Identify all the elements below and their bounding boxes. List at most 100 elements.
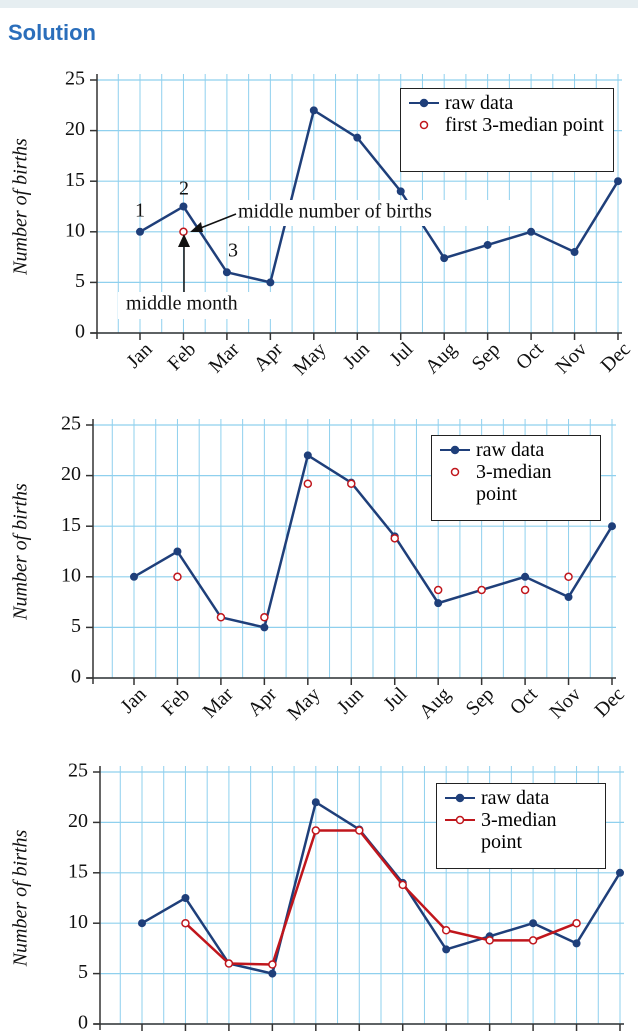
data-point: [303, 451, 312, 460]
x-tick-label: Jul: [379, 683, 411, 715]
data-point: [181, 894, 190, 902]
data-point: [179, 227, 188, 237]
y-tick-label: 15: [68, 860, 88, 882]
data-point: [353, 133, 362, 142]
legend-entry: raw data: [405, 92, 607, 114]
legend-marker: [419, 120, 429, 130]
x-tick-label: May: [289, 338, 330, 379]
annotation: middle number of births: [238, 201, 432, 223]
legend: raw data 3-median point: [431, 435, 601, 521]
legend-swatch: [440, 445, 470, 455]
annotation: 1: [135, 200, 145, 222]
legend-entry: first 3-median point: [405, 114, 607, 136]
data-point: [572, 939, 581, 948]
y-tick-label: 0: [71, 666, 81, 688]
annotation: 2: [179, 178, 189, 200]
legend-swatch: [409, 98, 439, 108]
y-axis-label: Number of births: [10, 483, 32, 621]
legend-swatch: [445, 793, 475, 803]
legend-swatch: [445, 815, 475, 825]
x-tick-label: Apr: [244, 683, 282, 721]
legend-marker: [450, 467, 460, 477]
legend-label: 3-median point: [481, 809, 557, 853]
x-tick-label: Dec: [596, 338, 634, 376]
x-tick-label: Mar: [205, 338, 244, 377]
legend-label: raw data: [476, 439, 545, 461]
legend-marker: [455, 793, 465, 803]
data-point: [311, 826, 321, 835]
legend: raw data 3-median point: [436, 783, 606, 869]
legend-entry: raw data: [436, 439, 594, 461]
x-tick-label: Oct: [506, 683, 542, 719]
data-point: [179, 202, 188, 211]
x-tick-label: Sep: [468, 338, 505, 375]
x-tick-label: Jul: [385, 338, 417, 370]
data-point: [521, 572, 530, 581]
data-point: [528, 936, 538, 945]
annotations: 1 2 3 middle number of births middle mon…: [118, 178, 512, 319]
legend-entry: 3-median point: [436, 461, 594, 505]
data-point: [608, 522, 616, 531]
data-point: [173, 572, 182, 582]
x-tick-label: Aug: [421, 338, 461, 378]
data-point: [440, 254, 449, 263]
series-line: [133, 453, 614, 629]
y-axis-label: Number of births: [10, 829, 32, 967]
data-point: [564, 572, 573, 582]
data-point: [136, 227, 144, 236]
data-point: [260, 613, 269, 622]
y-tick-label: 10: [68, 911, 88, 933]
data-point: [396, 187, 405, 196]
y-tick-label: 20: [68, 810, 88, 832]
annotation-bg: [118, 292, 290, 319]
data-point: [173, 547, 182, 556]
legend-label: raw data: [445, 92, 514, 114]
legend-marker: [450, 445, 460, 455]
y-tick-label: 25: [61, 413, 81, 435]
annotation: 3: [228, 240, 238, 262]
legend-key: [405, 114, 445, 136]
data-point: [224, 959, 234, 968]
data-point: [434, 599, 443, 608]
data-point: [260, 623, 269, 632]
y-tick-label: 25: [65, 68, 85, 90]
legend-key: [441, 809, 481, 831]
legend-swatch: [419, 120, 429, 130]
data-point: [485, 936, 494, 945]
data-point: [529, 919, 538, 928]
y-tick-label: 0: [78, 1012, 88, 1034]
legend-marker: [455, 815, 465, 825]
y-tick-label: 15: [65, 169, 85, 191]
series-line: [184, 829, 578, 966]
x-tick-label: Mar: [199, 683, 238, 722]
legend-label: raw data: [481, 787, 550, 809]
legend-marker: [419, 98, 429, 108]
data-point: [222, 268, 231, 277]
data-point: [268, 969, 277, 978]
annotation-arrow: [197, 213, 237, 230]
series-line: [139, 108, 620, 284]
legend-entry: 3-median point: [441, 809, 599, 853]
x-tick-label: Feb: [157, 683, 194, 720]
annotation-bg: [237, 200, 512, 226]
data-point: [390, 534, 399, 543]
annotation: middle month: [126, 293, 238, 315]
data-point: [564, 593, 573, 602]
data-point: [442, 945, 451, 954]
data-point: [181, 918, 190, 928]
data-point: [527, 227, 536, 236]
data-point: [483, 240, 492, 249]
legend-swatch: [450, 467, 460, 477]
x-tick-label: Dec: [590, 683, 628, 721]
data-point: [347, 479, 356, 488]
data-point: [138, 919, 146, 928]
data-point: [130, 572, 138, 581]
chart: 0 5 10 15 20 25 Number of births: [10, 760, 624, 1034]
data-point: [309, 106, 318, 115]
data-point: [616, 868, 624, 877]
legend-key: [436, 439, 476, 461]
data-point: [216, 613, 226, 622]
x-tick-label: Jun: [339, 338, 374, 373]
